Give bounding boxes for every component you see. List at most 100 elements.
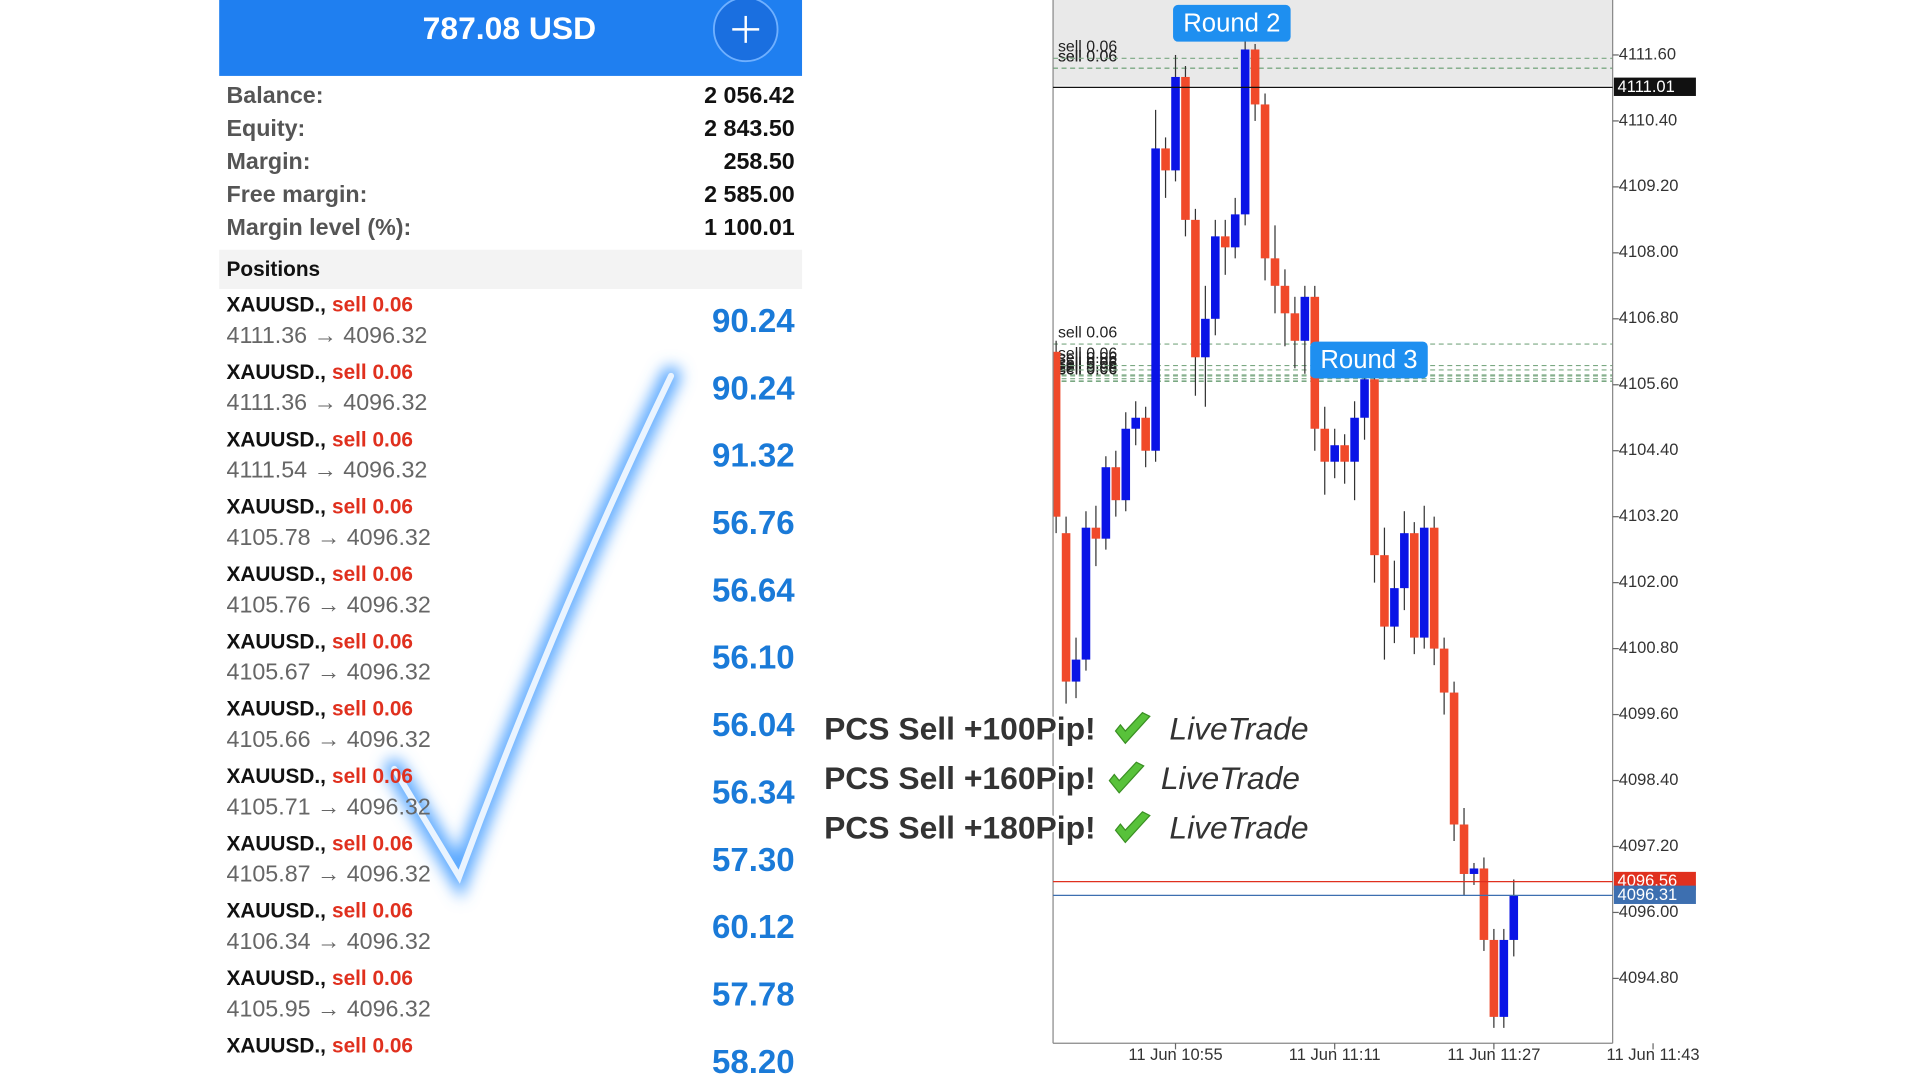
candle-body [1201,318,1210,358]
order-label: sell 0.06 [1058,324,1117,341]
candle-body [1211,236,1220,319]
price-tag [1613,885,1696,904]
annotation: Round 3 [1320,346,1417,374]
x-tick-label: 11 Jun 11:11 [1289,1045,1381,1064]
position-side: sell 0.06 [332,832,413,855]
position-profit: 57.78 [712,976,795,1013]
order-label: sell 0.06 [1058,359,1117,376]
candle-body [1121,428,1131,501]
candle-body [1260,104,1270,259]
position-profit: 60.12 [712,909,795,946]
position-prices: 4111.36 → 4096.32 [227,322,428,348]
overlay: PCS Sell +100Pip! LiveTrade PCS Sell +160P… [822,708,1311,848]
position-profit: 58.20 [712,1044,795,1080]
candle-body [1151,148,1160,451]
candle-body [1330,445,1339,462]
y-tick-label: 4106.80 [1619,308,1679,327]
candle-body [1350,417,1359,462]
candle-body [1459,824,1469,874]
price-tag-label: 4096.31 [1618,885,1678,904]
y-tick-label: 4105.60 [1619,374,1679,393]
candle-body [1380,555,1389,627]
y-tick-label: 4109.20 [1619,176,1679,195]
position-prices: 4106.34 → 4096.32 [227,928,431,954]
price-tag [1613,77,1696,96]
y-tick-label: 4110.40 [1619,110,1677,129]
candle-body [1410,533,1419,638]
position-profit: 56.64 [712,572,795,609]
candle-body [1449,692,1459,825]
y-tick-label: 4099.60 [1619,704,1679,723]
position-prices: 4105.66 → 4096.32 [227,726,431,752]
candle-body [1053,351,1061,517]
position-prices: 4111.36 → 4096.32 [227,389,428,415]
add-button[interactable] [712,0,779,63]
position-prices: 4105.71 → 4096.32 [227,793,431,819]
position-prices: 4105.87 → 4096.32 [227,861,431,887]
annotation: Round 2 [1183,9,1280,37]
account-value: 2 843.50 [704,115,795,141]
candle-body [1181,76,1190,220]
account-value: 2 585.00 [704,181,795,207]
account-label: Balance: [227,82,324,108]
position-profit: 56.10 [712,640,795,677]
position-symbol: XAUUSD., [227,698,326,721]
position-prices: 4111.54 → 4096.32 [227,457,428,483]
candle-body [1509,895,1519,940]
position-symbol: XAUUSD., [227,361,326,384]
candle-body [1390,588,1399,627]
account-value: 258.50 [724,148,795,174]
overlay-tag: LiveTrade [1161,760,1300,796]
order-label: sell 0.06 [1058,48,1117,65]
overlay-tag: LiveTrade [1169,710,1308,746]
candle-body [1161,148,1170,171]
check-glow [384,366,681,900]
annotation-box [1173,4,1291,42]
y-tick-label: 4102.00 [1619,572,1679,591]
position-symbol: XAUUSD., [227,832,326,855]
position-prices: 4105.76 → 4096.32 [227,591,431,617]
price-tag-label: 4111.01 [1618,77,1675,96]
account-label: Margin level (%): [227,214,412,240]
candle-body [1220,236,1230,248]
candle-body [1081,527,1091,660]
candle-body [1320,428,1330,462]
candle-body [1280,285,1290,314]
price-tag-label: 4096.56 [1618,871,1678,890]
balance-header: 787.08 USD [423,10,596,46]
position-side: sell 0.06 [332,361,413,384]
candle-body [1400,533,1409,589]
candle-body [1171,76,1180,171]
candle-body [1270,258,1280,286]
account-label: Free margin: [227,181,368,207]
candle-body [1101,467,1111,539]
y-tick-label: 4094.80 [1619,968,1679,987]
y-tick-label: 4100.80 [1619,638,1679,657]
order-label: sell 0.06 [1058,356,1117,373]
position-symbol: XAUUSD., [227,900,326,923]
positions-title: Positions [227,258,321,281]
candle-body [1429,527,1439,649]
candle-body [1071,659,1081,682]
y-tick-label: 4096.00 [1619,902,1679,921]
overlay-text: PCS Sell +160Pip! [824,760,1096,796]
position-side: sell 0.06 [332,765,413,788]
position-side: sell 0.06 [332,496,413,519]
position-side: sell 0.06 [332,900,413,923]
position-profit: 90.24 [712,303,795,340]
y-tick-label: 4097.20 [1619,836,1679,855]
candle-body [1290,313,1300,341]
annotation-box [1310,341,1428,379]
account-header [219,0,803,76]
positions-bar [219,249,803,289]
position-profit: 90.24 [712,370,795,407]
candle-body [1141,417,1150,451]
candle-body [1360,379,1369,418]
position-profit: 57.30 [712,842,795,879]
candle-body [1240,49,1250,215]
candle-body [1499,939,1509,1017]
check-icon [1108,761,1145,794]
